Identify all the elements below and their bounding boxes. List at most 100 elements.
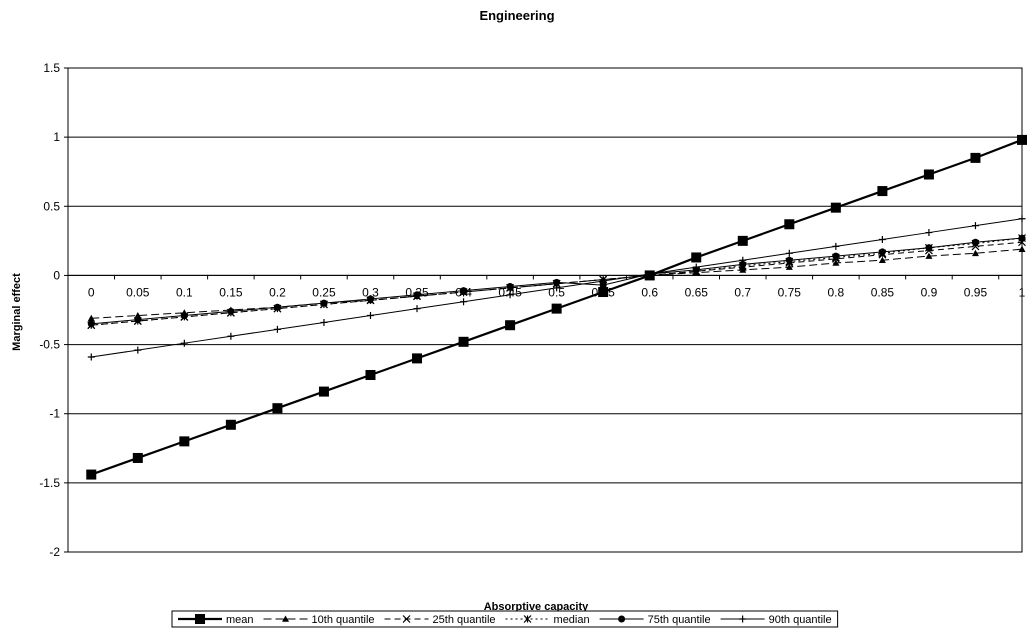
- data-point: [320, 299, 328, 307]
- legend-item: 90th quantile: [720, 614, 832, 626]
- x-tick-label: 0.1: [176, 285, 193, 299]
- data-point: [739, 266, 747, 273]
- data-point: [692, 263, 700, 271]
- data-point: [830, 202, 841, 213]
- x-tick-label: 1: [1019, 285, 1026, 299]
- data-point: [785, 263, 793, 270]
- data-point: [785, 249, 793, 257]
- data-point: [925, 244, 933, 252]
- x-tick-label: 0.65: [685, 285, 709, 299]
- data-point: [551, 303, 562, 314]
- x-tick-label: 0.6: [641, 285, 658, 299]
- data-point: [402, 615, 411, 623]
- data-point: [878, 235, 886, 243]
- data-point: [598, 287, 609, 298]
- data-point: [318, 386, 329, 397]
- legend-item: mean: [178, 614, 254, 626]
- data-point: [458, 336, 469, 347]
- data-point: [180, 312, 188, 320]
- x-tick-label: 0.9: [921, 285, 938, 299]
- data-point: [365, 369, 376, 380]
- x-tick-label: 0.7: [734, 285, 751, 299]
- data-point: [87, 320, 95, 328]
- x-tick-label: 0.8: [828, 285, 845, 299]
- data-point: [460, 298, 468, 306]
- data-point: [971, 249, 979, 257]
- data-point: [225, 419, 236, 430]
- series-90th-quantile: [87, 215, 1026, 361]
- data-point: [179, 436, 190, 447]
- data-point: [970, 152, 981, 163]
- series-layer: [86, 134, 1027, 480]
- legend: mean 10th quantile 25th quantile median 75th…: [171, 610, 839, 628]
- x-tick-label: 0.3: [362, 285, 379, 299]
- legend-label: mean: [226, 614, 254, 626]
- legend-item: 75th quantile: [599, 614, 711, 626]
- data-point: [272, 403, 283, 414]
- data-point: [366, 295, 374, 303]
- data-point: [273, 303, 281, 311]
- data-point: [180, 339, 188, 347]
- y-axis: 1.5 1 0.5 0 -0.5 -1 -1.5 -2: [39, 61, 68, 559]
- series-line: [91, 237, 1023, 326]
- data-point: [785, 256, 793, 264]
- data-point: [1018, 245, 1026, 252]
- series-mean: [86, 134, 1027, 480]
- data-point: [784, 219, 795, 230]
- data-point: [506, 282, 514, 290]
- data-point: [878, 248, 886, 256]
- data-point: [832, 259, 840, 266]
- legend-label: 75th quantile: [648, 614, 711, 626]
- legend-item: 10th quantile: [263, 614, 375, 626]
- data-point: [506, 291, 514, 299]
- data-point: [460, 287, 468, 295]
- data-point: [227, 332, 235, 340]
- data-point: [737, 235, 748, 246]
- data-point: [195, 614, 205, 624]
- y-tick-label: -0.5: [39, 338, 60, 352]
- data-point: [366, 312, 374, 320]
- data-point: [87, 314, 95, 322]
- data-point: [1018, 234, 1026, 242]
- x-axis-label: Absorptive capacity: [484, 601, 589, 613]
- data-point: [925, 229, 933, 237]
- x-tick-label: 0: [88, 285, 95, 299]
- data-point: [412, 353, 423, 364]
- data-point: [599, 281, 607, 289]
- data-point: [971, 238, 979, 246]
- data-point: [971, 222, 979, 230]
- legend-item: median: [505, 614, 590, 626]
- data-point: [739, 615, 747, 623]
- y-tick-label: 0.5: [43, 199, 60, 213]
- legend-label: 90th quantile: [769, 614, 832, 626]
- data-point: [618, 615, 626, 623]
- data-point: [132, 452, 143, 463]
- data-point: [691, 252, 702, 263]
- x-tick-label: 0.85: [871, 285, 895, 299]
- data-point: [1018, 215, 1026, 223]
- data-point: [413, 291, 421, 299]
- data-point: [134, 316, 142, 324]
- data-point: [877, 186, 888, 197]
- data-point: [282, 615, 290, 622]
- x-tick-label: 0.95: [964, 285, 988, 299]
- x-tick-label: 0.25: [312, 285, 336, 299]
- data-point: [553, 284, 561, 292]
- data-point: [832, 242, 840, 250]
- data-point: [644, 270, 655, 281]
- chart-title: Engineering: [479, 8, 554, 23]
- data-point: [832, 252, 840, 260]
- x-tick-label: 0.05: [126, 285, 150, 299]
- x-tick-label: 0.75: [778, 285, 802, 299]
- data-point: [925, 252, 933, 259]
- legend-label: 10th quantile: [312, 614, 375, 626]
- x-tick-label: 0.15: [219, 285, 243, 299]
- data-point: [553, 278, 561, 286]
- data-point: [878, 256, 886, 264]
- y-tick-label: 1: [53, 130, 60, 144]
- y-axis-label: Marginal effect: [11, 273, 23, 351]
- data-point: [923, 169, 934, 180]
- data-point: [86, 469, 97, 480]
- legend-item: 25th quantile: [384, 614, 496, 626]
